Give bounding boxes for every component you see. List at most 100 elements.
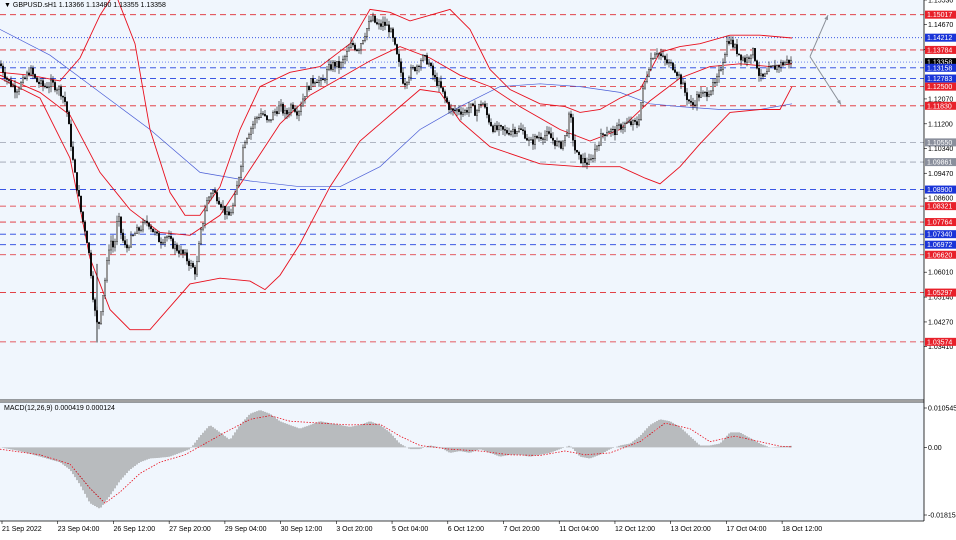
candle-body (250, 128, 252, 135)
candle-body (28, 72, 30, 76)
candle-body (668, 62, 670, 64)
price-levels (0, 14, 924, 343)
candle-body (400, 61, 402, 73)
candle-body (718, 69, 720, 77)
price-level-label: 1.06972 (927, 242, 952, 249)
candle-body (262, 113, 264, 115)
candle-body (66, 101, 68, 113)
candle-body (470, 103, 472, 109)
price-level-badge (925, 202, 956, 211)
candle-body (26, 72, 28, 79)
collapse-triangle-icon[interactable]: ▼ (4, 2, 13, 9)
main-plot-area (0, 0, 924, 400)
candle-body (496, 125, 498, 130)
candle-body (20, 82, 22, 90)
x-tick-label: 26 Sep 12:00 (113, 526, 155, 533)
candle-body (736, 44, 738, 55)
candle-body (122, 232, 124, 241)
candle-body (374, 15, 376, 23)
y-tick-label: 1.04270 (928, 319, 953, 326)
candle-body (790, 59, 792, 64)
candle-body (332, 61, 334, 70)
candle-body (318, 80, 320, 83)
candle-body (764, 73, 766, 77)
candle-body (412, 67, 414, 69)
candle-body (548, 131, 550, 134)
candle-body (356, 49, 358, 51)
candle-body (60, 86, 62, 97)
candle-body (464, 110, 466, 113)
candle-body (88, 242, 90, 254)
candle-body (488, 114, 490, 123)
candle-body (664, 55, 666, 60)
moving-average (0, 29, 793, 188)
candle-body (732, 39, 734, 48)
candle-body (404, 83, 406, 86)
candle-body (0, 63, 2, 67)
candle-body (440, 81, 442, 88)
candle-body (214, 190, 216, 193)
candle-body (436, 77, 438, 86)
candle-body (478, 104, 480, 111)
candle-body (748, 57, 750, 59)
candle-body (268, 119, 270, 121)
candle-body (156, 231, 158, 234)
y-tick-label: 1.08600 (928, 196, 953, 203)
candle-body (570, 113, 572, 118)
candle-body (512, 129, 514, 132)
candle-body (646, 76, 648, 82)
candle-body (338, 61, 340, 68)
candle-body (696, 94, 698, 106)
candle-body (288, 112, 290, 115)
candle-body (456, 109, 458, 112)
bb-lower-line (0, 77, 793, 331)
candle-body (382, 21, 384, 27)
candle-body (240, 166, 242, 178)
candle-body (172, 238, 174, 249)
candle-body (110, 240, 112, 251)
candle-body (244, 142, 246, 149)
candle-body (726, 41, 728, 55)
price-level-label: 1.05297 (927, 290, 952, 297)
x-tick-label: 21 Sep 2022 (2, 526, 42, 533)
candle-body (246, 138, 248, 143)
candle-body (72, 146, 74, 160)
candle-body (460, 111, 462, 115)
price-level-label: 1.03574 (927, 339, 952, 346)
candle-body (682, 82, 684, 85)
candle-body (462, 112, 464, 115)
candle-body (574, 140, 576, 151)
candle-body (558, 141, 560, 143)
candle-body (160, 241, 162, 244)
candle-body (386, 24, 388, 26)
price-level-badge (925, 82, 956, 91)
candle-body (778, 65, 780, 68)
candle-body (522, 129, 524, 132)
candle-body (224, 206, 226, 215)
candle-body (678, 74, 680, 76)
candle-body (306, 86, 308, 97)
candle-body (18, 88, 20, 92)
candle-body (564, 135, 566, 142)
candle-body (242, 147, 244, 167)
candle-body (716, 76, 718, 83)
candle-body (168, 236, 170, 238)
x-tick-label: 17 Oct 04:00 (726, 526, 766, 533)
y-tick-label: 1.11200 (928, 121, 953, 128)
candle-body (220, 204, 222, 208)
candle-body (720, 69, 722, 71)
projection-arrow (809, 56, 842, 105)
candle-body (258, 117, 260, 119)
candle-body (454, 110, 456, 112)
candle-body (742, 57, 744, 61)
candle-body (504, 129, 506, 131)
candle-body (438, 81, 440, 86)
candle-body (314, 82, 316, 84)
candle-body (308, 86, 310, 91)
candle-body (178, 250, 180, 254)
y-tick-label: 1.05140 (928, 295, 953, 302)
candle-body (780, 62, 782, 68)
candle-body (514, 129, 516, 134)
candle-body (78, 190, 80, 197)
candle-body (126, 244, 128, 249)
